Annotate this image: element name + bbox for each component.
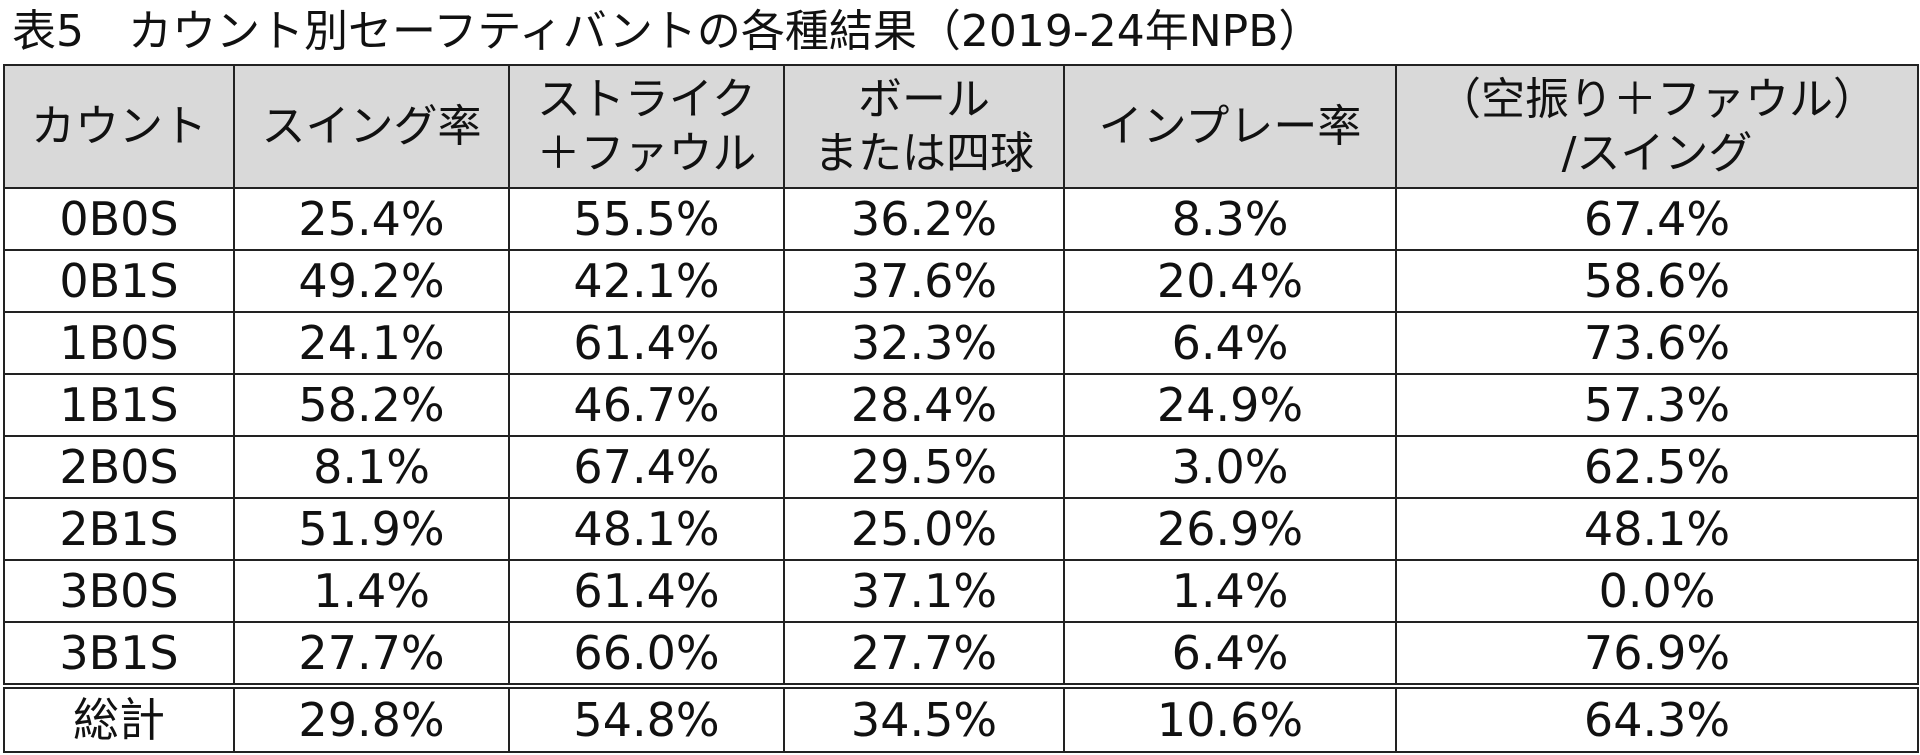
table-row: 1B0S 24.1% 61.4% 32.3% 6.4% 73.6% [3, 311, 1919, 375]
swing-rate-cell: 49.2% [233, 249, 510, 313]
table-row: 1B1S 58.2% 46.7% 28.4% 24.9% 57.3% [3, 373, 1919, 437]
header-ball-walk: ボール または四球 [783, 64, 1065, 189]
strike-foul-cell: 46.7% [508, 373, 785, 437]
swing-rate-cell: 27.7% [233, 621, 510, 687]
header-strike-foul: ストライク ＋ファウル [508, 64, 785, 189]
count-cell: 1B1S [3, 373, 235, 437]
ball-walk-cell: 36.2% [783, 187, 1065, 251]
strike-foul-cell: 67.4% [508, 435, 785, 499]
strike-foul-cell: 55.5% [508, 187, 785, 251]
swing-rate-cell: 51.9% [233, 497, 510, 561]
whiff-foul-cell: 57.3% [1395, 373, 1919, 437]
header-count: カウント [3, 64, 235, 189]
inplay-rate-cell: 8.3% [1063, 187, 1397, 251]
ball-walk-cell: 29.5% [783, 435, 1065, 499]
inplay-rate-cell: 24.9% [1063, 373, 1397, 437]
inplay-rate-cell: 1.4% [1063, 559, 1397, 623]
table-row: 2B0S 8.1% 67.4% 29.5% 3.0% 62.5% [3, 435, 1919, 499]
whiff-foul-cell: 0.0% [1395, 559, 1919, 623]
table-row: 0B1S 49.2% 42.1% 37.6% 20.4% 58.6% [3, 249, 1919, 313]
whiff-foul-cell: 48.1% [1395, 497, 1919, 561]
header-row: カウント スイング率 ストライク ＋ファウル ボール または四球 インプレー率 … [3, 64, 1919, 189]
strike-foul-cell: 42.1% [508, 249, 785, 313]
ball-walk-cell: 27.7% [783, 621, 1065, 687]
header-ball-walk-line2: または四球 [814, 127, 1034, 179]
table-row: 0B0S 25.4% 55.5% 36.2% 8.3% 67.4% [3, 187, 1919, 251]
header-swing-rate-label: スイング率 [261, 100, 482, 152]
total-label-cell: 総計 [3, 683, 235, 753]
ball-walk-cell: 32.3% [783, 311, 1065, 375]
strike-foul-cell: 48.1% [508, 497, 785, 561]
whiff-foul-cell: 62.5% [1395, 435, 1919, 499]
header-ball-walk-line1: ボール [858, 73, 990, 125]
header-whiff-foul-line2: /スイング [1561, 127, 1753, 179]
ball-walk-cell: 25.0% [783, 497, 1065, 561]
ball-walk-cell: 28.4% [783, 373, 1065, 437]
results-table: カウント スイング率 ストライク ＋ファウル ボール または四球 インプレー率 … [3, 64, 1919, 753]
total-whiff-foul-cell: 64.3% [1395, 683, 1919, 753]
swing-rate-cell: 24.1% [233, 311, 510, 375]
swing-rate-cell: 58.2% [233, 373, 510, 437]
inplay-rate-cell: 26.9% [1063, 497, 1397, 561]
strike-foul-cell: 66.0% [508, 621, 785, 687]
whiff-foul-cell: 76.9% [1395, 621, 1919, 687]
count-cell: 2B1S [3, 497, 235, 561]
count-cell: 0B1S [3, 249, 235, 313]
header-whiff-foul-per-swing: （空振り＋ファウル） /スイング [1395, 64, 1919, 189]
table-row: 3B0S 1.4% 61.4% 37.1% 1.4% 0.0% [3, 559, 1919, 623]
inplay-rate-cell: 6.4% [1063, 311, 1397, 375]
strike-foul-cell: 61.4% [508, 311, 785, 375]
ball-walk-cell: 37.1% [783, 559, 1065, 623]
whiff-foul-cell: 58.6% [1395, 249, 1919, 313]
total-inplay-rate-cell: 10.6% [1063, 683, 1397, 753]
header-swing-rate: スイング率 [233, 64, 510, 189]
whiff-foul-cell: 73.6% [1395, 311, 1919, 375]
whiff-foul-cell: 67.4% [1395, 187, 1919, 251]
table-row: 2B1S 51.9% 48.1% 25.0% 26.9% 48.1% [3, 497, 1919, 561]
count-cell: 0B0S [3, 187, 235, 251]
total-row: 総計 29.8% 54.8% 34.5% 10.6% 64.3% [3, 683, 1919, 753]
table-row: 3B1S 27.7% 66.0% 27.7% 6.4% 76.9% [3, 621, 1919, 687]
total-strike-foul-cell: 54.8% [508, 683, 785, 753]
swing-rate-cell: 25.4% [233, 187, 510, 251]
count-cell: 3B1S [3, 621, 235, 687]
total-ball-walk-cell: 34.5% [783, 683, 1065, 753]
swing-rate-cell: 8.1% [233, 435, 510, 499]
header-inplay-rate: インプレー率 [1063, 64, 1397, 189]
inplay-rate-cell: 6.4% [1063, 621, 1397, 687]
inplay-rate-cell: 20.4% [1063, 249, 1397, 313]
header-inplay-rate-label: インプレー率 [1098, 100, 1362, 152]
table-title: 表5 カウント別セーフティバントの各種結果（2019-24年NPB） [12, 6, 1323, 57]
strike-foul-cell: 61.4% [508, 559, 785, 623]
swing-rate-cell: 1.4% [233, 559, 510, 623]
header-strike-foul-line2: ＋ファウル [536, 127, 757, 179]
count-cell: 2B0S [3, 435, 235, 499]
header-whiff-foul-line1: （空振り＋ファウル） [1437, 73, 1877, 125]
count-cell: 3B0S [3, 559, 235, 623]
ball-walk-cell: 37.6% [783, 249, 1065, 313]
header-strike-foul-line1: ストライク [536, 73, 757, 125]
total-swing-rate-cell: 29.8% [233, 683, 510, 753]
count-cell: 1B0S [3, 311, 235, 375]
inplay-rate-cell: 3.0% [1063, 435, 1397, 499]
header-count-label: カウント [31, 100, 207, 152]
